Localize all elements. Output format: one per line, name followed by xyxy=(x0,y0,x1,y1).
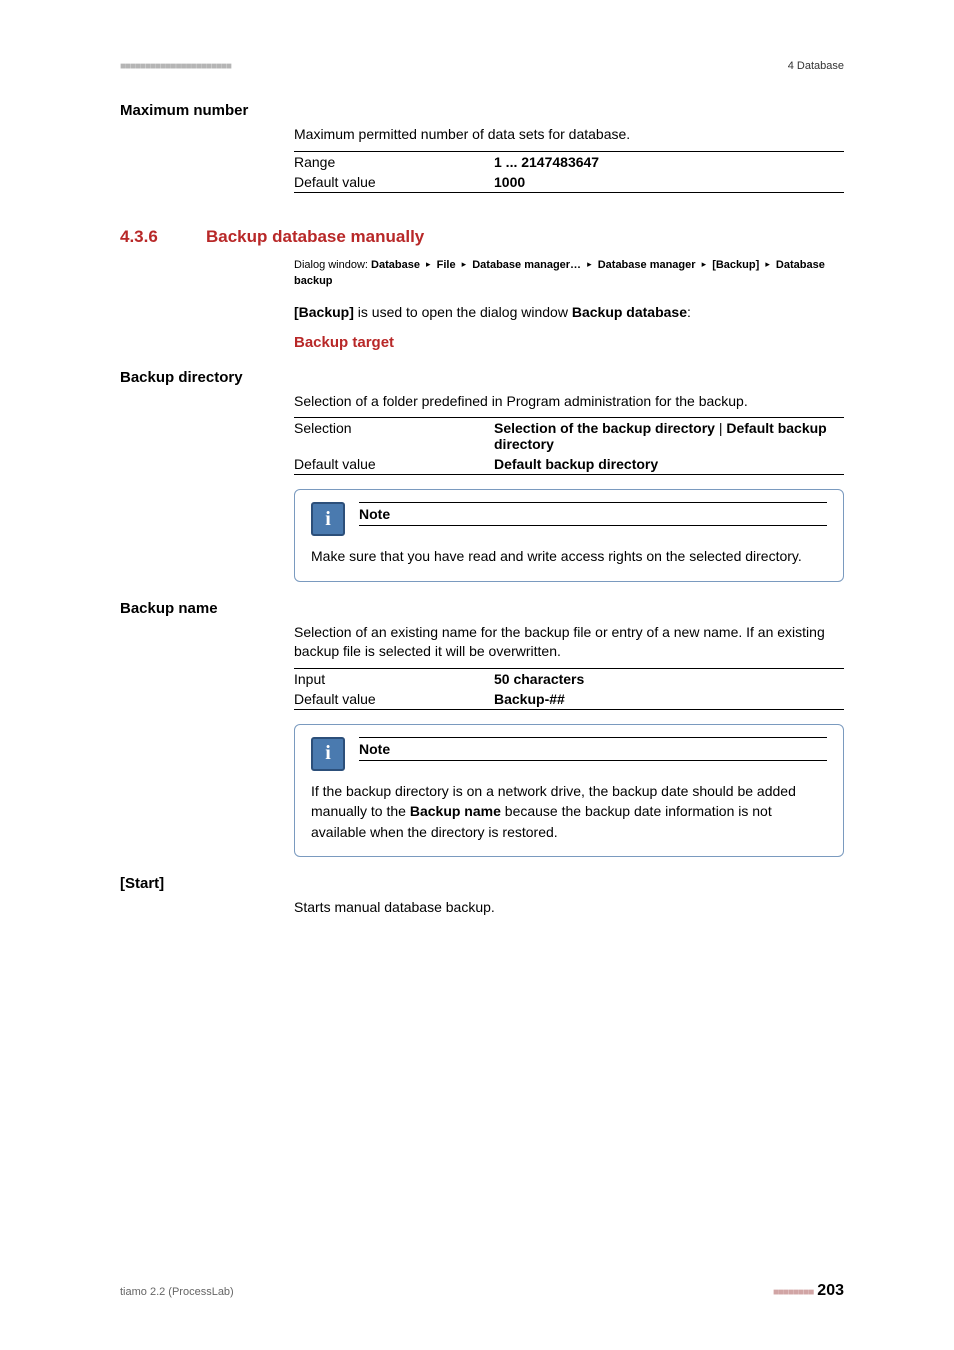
path-sep-icon: ▸ xyxy=(426,258,431,272)
dialog-prefix: Dialog window: xyxy=(294,259,371,271)
backup-dir-desc-post: for the backup. xyxy=(651,393,748,409)
spec-label-input: Input xyxy=(294,671,494,687)
section-heading: 4.3.6 Backup database manually xyxy=(120,227,844,247)
backup-intro-tail: : xyxy=(687,304,691,320)
path-sep-icon: ▸ xyxy=(702,258,707,272)
spec-row-input: Input 50 characters xyxy=(294,669,844,689)
path-sep-icon: ▸ xyxy=(765,258,770,272)
path-sep-icon: ▸ xyxy=(587,258,592,272)
note2-body-b: Backup name xyxy=(410,803,501,819)
dialog-seg-file: File xyxy=(437,259,456,271)
spec-row-range: Range 1 ... 2147483647 xyxy=(294,152,844,172)
spec-label-default: Default value xyxy=(294,691,494,707)
note-body: If the backup directory is on a network … xyxy=(311,781,827,842)
spec-label-default: Default value xyxy=(294,174,494,190)
note-box: i Note Make sure that you have read and … xyxy=(294,489,844,581)
spec-value-default: Default backup directory xyxy=(494,456,658,472)
section-number: 4.3.6 xyxy=(120,227,206,247)
dialog-seg-backup: [Backup] xyxy=(712,259,759,271)
section-title: Backup database manually xyxy=(206,227,424,247)
param-heading-start: [Start] xyxy=(120,875,844,892)
note-title: Note xyxy=(359,502,827,526)
backup-dir-desc: Selection of a folder predefined in Prog… xyxy=(294,392,844,412)
spec-row-default: Default value 1000 xyxy=(294,172,844,193)
spec-value-default: Backup-## xyxy=(494,691,565,707)
header-left-marks: ■■■■■■■■■■■■■■■■■■■■■■ xyxy=(120,61,231,72)
backup-dir-spec-table: Selection Selection of the backup direct… xyxy=(294,417,844,475)
sel-val-b1: Selection of the backup directory xyxy=(494,420,715,436)
max-number-spec-table: Range 1 ... 2147483647 Default value 100… xyxy=(294,151,844,193)
spec-row-default: Default value Backup-## xyxy=(294,689,844,710)
backup-target-heading: Backup target xyxy=(294,334,844,351)
spec-label-default: Default value xyxy=(294,456,494,472)
dialog-seg-manager: Database manager xyxy=(598,259,696,271)
spec-value-input: 50 characters xyxy=(494,671,584,687)
spec-label-selection: Selection xyxy=(294,420,494,452)
spec-value-default: 1000 xyxy=(494,174,525,190)
backup-dir-desc-b: Program administration xyxy=(506,393,651,409)
backup-intro-b2: Backup database xyxy=(572,304,687,320)
spec-row-selection: Selection Selection of the backup direct… xyxy=(294,418,844,454)
sel-sep: | xyxy=(715,420,726,436)
backup-intro-text: [Backup] is used to open the dialog wind… xyxy=(294,302,844,322)
spec-row-default: Default value Default backup directory xyxy=(294,454,844,475)
page-header: ■■■■■■■■■■■■■■■■■■■■■■ 4 Database xyxy=(120,60,844,72)
max-number-desc: Maximum permitted number of data sets fo… xyxy=(294,125,844,145)
note-title: Note xyxy=(359,737,827,761)
path-sep-icon: ▸ xyxy=(462,258,467,272)
footer-marks: ■■■■■■■■ xyxy=(773,1287,813,1298)
backup-dir-desc-pre: Selection of a folder predefined in xyxy=(294,393,506,409)
header-chapter: 4 Database xyxy=(788,60,844,72)
backup-intro-b1: [Backup] xyxy=(294,304,354,320)
backup-name-spec-table: Input 50 characters Default value Backup… xyxy=(294,668,844,710)
dialog-seg-manager-ell: Database manager… xyxy=(472,259,581,271)
param-heading-maximum-number: Maximum number xyxy=(120,102,844,119)
info-icon: i xyxy=(311,502,345,536)
backup-name-desc: Selection of an existing name for the ba… xyxy=(294,623,844,662)
spec-label-range: Range xyxy=(294,154,494,170)
spec-value-range: 1 ... 2147483647 xyxy=(494,154,599,170)
param-heading-backup-name: Backup name xyxy=(120,600,844,617)
start-desc: Starts manual database backup. xyxy=(294,898,844,918)
param-heading-backup-directory: Backup directory xyxy=(120,369,844,386)
info-icon: i xyxy=(311,737,345,771)
page-footer: tiamo 2.2 (ProcessLab) ■■■■■■■■ 203 xyxy=(120,1282,844,1300)
spec-value-selection: Selection of the backup directory | Defa… xyxy=(494,420,844,452)
note-box: i Note If the backup directory is on a n… xyxy=(294,724,844,857)
dialog-window-path: Dialog window: Database ▸ File ▸ Databas… xyxy=(294,257,844,290)
note-body: Make sure that you have read and write a… xyxy=(311,546,827,566)
footer-product: tiamo 2.2 (ProcessLab) xyxy=(120,1286,234,1298)
page-number: 203 xyxy=(817,1282,844,1299)
backup-intro-mid: is used to open the dialog window xyxy=(354,304,572,320)
dialog-seg-database: Database xyxy=(371,259,420,271)
